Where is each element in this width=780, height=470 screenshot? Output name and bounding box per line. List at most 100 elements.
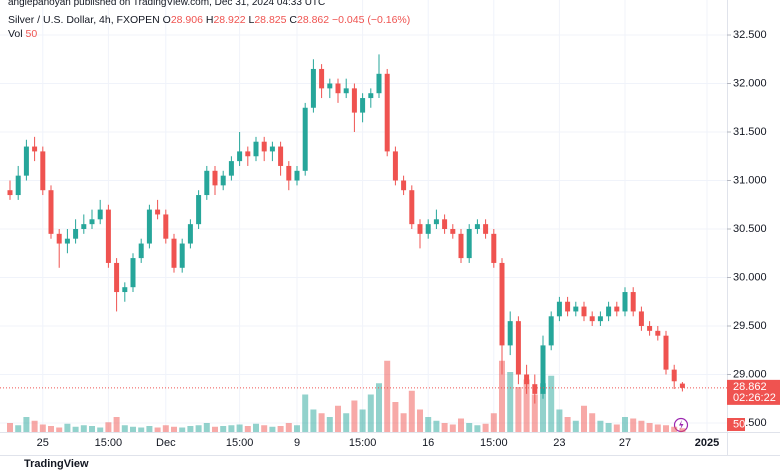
candle-body [15,175,21,196]
volume-bar [80,425,87,432]
candle-body [89,219,95,225]
candle-body [679,383,685,388]
candle-body [647,325,653,331]
candle-body [614,306,620,312]
candle-body [597,316,603,322]
volume-bar [138,427,145,432]
candle-body [319,68,325,89]
candle-body [450,228,456,234]
volume-bar [400,413,407,432]
volume-bar [679,428,686,432]
volume-bar [646,423,653,432]
volume-bar [335,405,341,432]
candle-body [122,287,128,293]
x-tick-label: 15:00 [480,437,508,449]
x-tick-label: 25 [37,437,49,449]
volume-bar [121,425,128,432]
volume-bar [564,417,571,432]
candle-body [556,301,562,317]
alert-bolt [679,420,684,430]
volume-bar [64,423,71,432]
candle-body [64,238,70,244]
candle-body [515,321,521,375]
y-tick-label: 31.500 [733,126,767,138]
volume-bar [392,402,399,432]
ohlc-value: 28.825 [254,14,287,26]
candle-body [245,151,251,157]
candle-body [261,141,267,152]
volume-bar [622,417,628,432]
volume-bar [89,426,95,432]
volume-bar [56,427,63,432]
x-tick-label: 27 [619,437,631,449]
candle-body [671,369,677,382]
volume-bar [433,420,440,432]
volume-bar [466,423,473,432]
candle-body [589,316,595,322]
volume-bar [294,425,300,432]
candle-body [376,73,382,94]
volume-bar [113,417,120,432]
candle-body [630,292,636,312]
candle-body [81,224,87,229]
candle-body [499,262,505,346]
volume-bar [548,375,555,432]
candle-body [360,98,366,113]
candle-body [97,209,103,220]
volume-bar [162,425,169,432]
ohlc-label: L [248,14,255,26]
volume-bar [269,426,276,432]
volume-bar [589,413,596,432]
volume-bar [97,427,104,432]
candle-body [474,224,480,229]
candle-body [204,170,210,196]
volume-bar [638,420,645,432]
volume-bar [31,420,38,432]
volume-bar [130,426,136,432]
volume-bar [220,426,227,432]
candle-body [442,219,448,229]
candle-body [187,224,193,244]
volume-bar [515,387,522,432]
ohlc-value: 28.922 [213,14,246,26]
candle-body [171,238,177,268]
candle-body [237,151,243,162]
candle-body [384,73,390,152]
candle-body [343,88,349,94]
volume-bar [154,427,161,432]
candle-body [351,88,357,113]
volume-bar [343,413,350,432]
volume-bar [171,426,177,432]
volume-bar [408,390,415,432]
volume-bar [39,424,46,432]
y-tick-label: 32.500 [733,29,767,41]
candle-body [491,233,497,263]
volume-bar [425,417,432,432]
volume-bar [212,426,218,432]
volume-bar [490,413,497,432]
volume-bar [48,426,54,432]
candle-body [253,141,259,157]
volume-bar [261,425,268,432]
price-badge [727,379,780,405]
y-tick-label: 32.000 [733,77,767,89]
y-tick-label: 29.000 [733,368,767,380]
candle-body [212,170,218,186]
volume-badge-label: 50 [733,418,745,430]
candle-body [392,151,398,181]
volume-bar [417,409,423,432]
candle-body [532,384,538,394]
candle-body [23,146,29,176]
volume-bar [540,383,546,432]
volume-bar [203,423,210,432]
candle-body [310,68,316,108]
x-tick-label: 15:00 [349,437,377,449]
candle-body [286,165,292,181]
volume-bar [277,426,284,432]
x-tick-label: Dec [156,437,176,449]
volume-bar [236,424,243,432]
x-tick-label: 23 [553,437,565,449]
candle-body [548,316,554,346]
volume-bar [474,425,481,432]
